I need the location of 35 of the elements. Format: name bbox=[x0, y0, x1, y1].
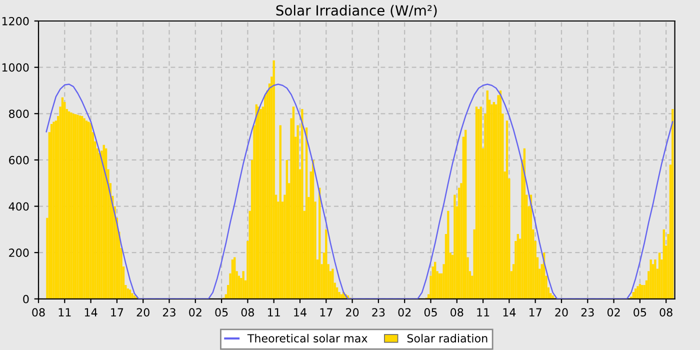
x-tick-label: 08 bbox=[32, 308, 45, 317]
y-tick-label: 200 bbox=[9, 248, 29, 257]
y-tick-label: 1200 bbox=[2, 16, 29, 26]
x-tick-label: 08 bbox=[241, 308, 254, 317]
x-tick-label: 14 bbox=[84, 308, 98, 316]
legend-label: Solar radiation bbox=[407, 334, 488, 343]
x-tick-label: 05 bbox=[424, 308, 437, 317]
legend-label: Theoretical solar max bbox=[247, 334, 368, 343]
x-tick-label: 11 bbox=[477, 308, 490, 316]
x-tick-label: 17 bbox=[320, 308, 332, 316]
x-tick-label: 23 bbox=[162, 308, 176, 317]
x-tick-label: 11 bbox=[268, 308, 280, 316]
x-tick-label: 08 bbox=[450, 308, 464, 317]
x-tick-label: 20 bbox=[555, 308, 568, 317]
y-tick-label: 1000 bbox=[2, 63, 29, 72]
x-tick-label: 20 bbox=[136, 308, 150, 317]
y-tick-label: 400 bbox=[8, 202, 29, 211]
x-tick-label: 02 bbox=[398, 308, 411, 317]
x-tick-label: 14 bbox=[294, 308, 306, 316]
y-tick-label: 600 bbox=[9, 156, 29, 164]
x-tick-label: 17 bbox=[529, 308, 542, 316]
chart-title: Solar Irradiance (W/m²) bbox=[276, 4, 437, 18]
x-tick-label: 08 bbox=[660, 308, 672, 317]
x-tick-label: 02 bbox=[607, 308, 620, 317]
y-tick-label: 0 bbox=[23, 294, 29, 304]
x-tick-label: 02 bbox=[189, 308, 202, 317]
x-tick-label: 14 bbox=[503, 308, 516, 316]
x-tick-label: 20 bbox=[346, 308, 359, 317]
x-tick-label: 23 bbox=[581, 308, 594, 317]
x-tick-label: 05 bbox=[215, 308, 228, 317]
x-tick-label: 23 bbox=[372, 308, 385, 317]
x-tick-label: 11 bbox=[58, 308, 71, 316]
x-tick-label: 17 bbox=[111, 308, 124, 316]
y-tick-label: 800 bbox=[9, 110, 29, 118]
x-tick-label: 05 bbox=[634, 308, 646, 317]
